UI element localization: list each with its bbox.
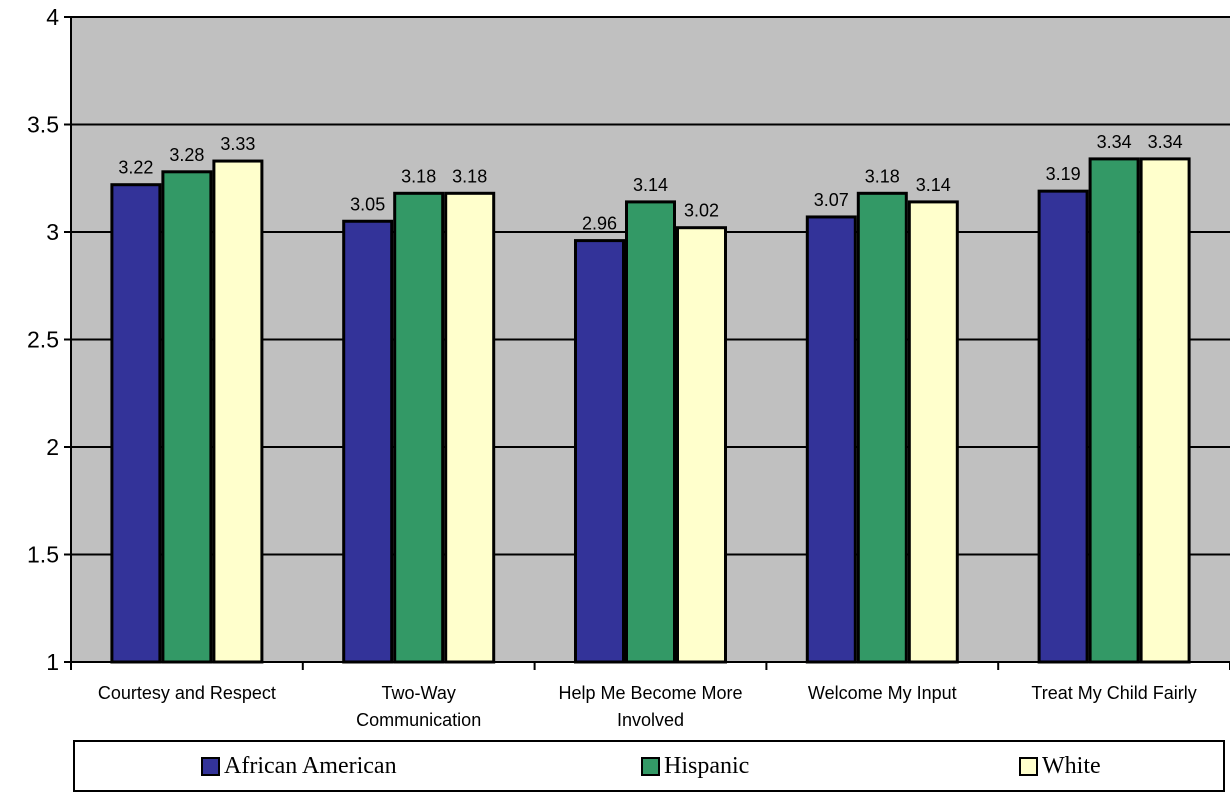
legend-item-african-american: African American bbox=[201, 742, 397, 790]
legend-swatch-white bbox=[1019, 756, 1038, 776]
legend-item-white: White bbox=[1019, 742, 1101, 790]
y-tick-label: 2.5 bbox=[27, 327, 59, 353]
legend-label-african-american: African American bbox=[224, 752, 397, 779]
y-tick-label: 3.5 bbox=[27, 112, 59, 138]
bar bbox=[1037, 189, 1089, 664]
data-label: 3.34 bbox=[1148, 132, 1183, 152]
bar bbox=[444, 191, 496, 664]
x-tick-label: Involved bbox=[617, 710, 684, 730]
legend: African American Hispanic White bbox=[73, 740, 1225, 792]
data-label: 3.28 bbox=[169, 145, 204, 165]
bar bbox=[676, 226, 727, 664]
x-tick-label: Communication bbox=[356, 710, 481, 730]
data-label: 3.14 bbox=[916, 175, 951, 195]
data-label: 3.34 bbox=[1097, 132, 1132, 152]
data-label: 3.14 bbox=[633, 175, 668, 195]
bar bbox=[161, 170, 213, 664]
x-tick-label: Help Me Become More bbox=[558, 683, 742, 703]
x-tick-label: Welcome My Input bbox=[808, 683, 957, 703]
bar bbox=[342, 219, 394, 664]
data-label: 3.22 bbox=[118, 158, 153, 178]
bar bbox=[907, 200, 959, 664]
x-tick-label: Two-Way bbox=[382, 683, 456, 703]
bar bbox=[1088, 157, 1140, 664]
bar bbox=[1139, 157, 1191, 664]
data-label: 3.18 bbox=[401, 166, 436, 186]
bar bbox=[393, 191, 445, 664]
legend-swatch-african-american bbox=[201, 756, 220, 776]
bar bbox=[110, 183, 162, 664]
legend-item-hispanic: Hispanic bbox=[641, 742, 749, 790]
bar bbox=[574, 239, 625, 664]
data-label: 3.33 bbox=[220, 134, 255, 154]
x-tick-label: Treat My Child Fairly bbox=[1031, 683, 1196, 703]
data-label: 3.05 bbox=[350, 194, 385, 214]
y-tick-label: 4 bbox=[46, 4, 59, 30]
bar bbox=[856, 191, 908, 664]
legend-label-hispanic: Hispanic bbox=[664, 752, 750, 779]
bar bbox=[805, 215, 857, 664]
y-tick-label: 1 bbox=[46, 649, 59, 675]
y-tick-label: 3 bbox=[46, 219, 59, 245]
data-label: 3.02 bbox=[684, 201, 719, 221]
data-label: 3.19 bbox=[1046, 164, 1081, 184]
data-label: 3.18 bbox=[865, 166, 900, 186]
bar bbox=[625, 200, 676, 664]
y-tick-label: 2 bbox=[46, 434, 59, 460]
bar bbox=[212, 159, 264, 664]
y-tick-label: 1.5 bbox=[27, 542, 59, 568]
data-label: 3.07 bbox=[814, 190, 849, 210]
legend-label-white: White bbox=[1042, 752, 1101, 779]
data-label: 2.96 bbox=[582, 214, 617, 234]
bar-chart-svg: 1 1.5 2 2.5 3 3.5 4 3.22 3.28 3.33 Courtesy and Re… bbox=[27, 4, 1230, 730]
data-label: 3.18 bbox=[452, 166, 487, 186]
x-tick-label: Courtesy and Respect bbox=[98, 683, 276, 703]
legend-swatch-hispanic bbox=[641, 756, 660, 776]
